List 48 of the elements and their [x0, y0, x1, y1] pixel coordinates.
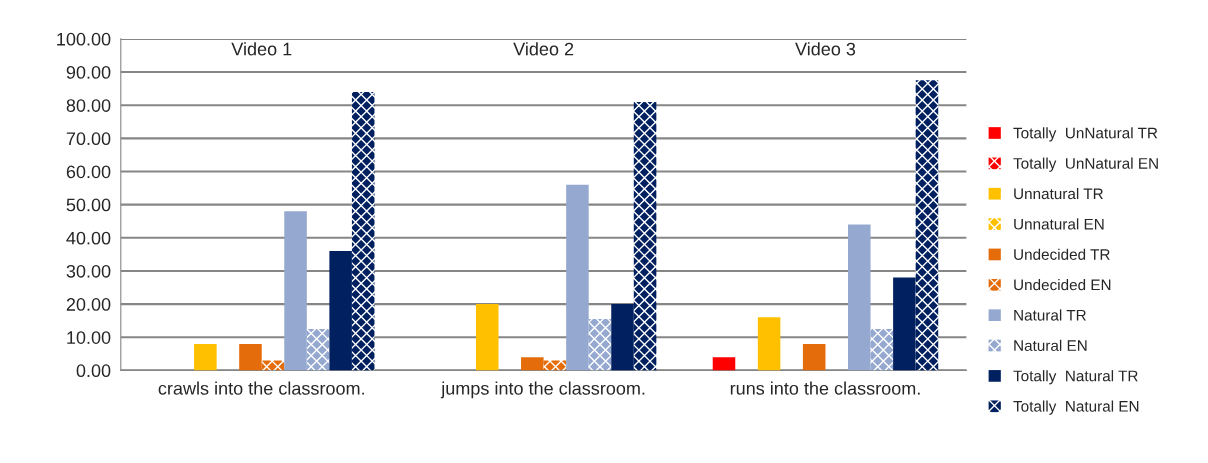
bar	[870, 328, 894, 371]
bar	[475, 304, 499, 371]
x-tick-label: jumps into the classroom.	[440, 381, 645, 399]
annotation: Video 2	[513, 42, 574, 56]
bar	[633, 101, 657, 371]
bar	[543, 360, 567, 371]
y-tick-label: 50.00	[66, 198, 111, 212]
x-tick-label: runs into the classroom.	[730, 381, 920, 395]
bar	[915, 80, 939, 371]
bar	[757, 317, 781, 371]
y-tick-label: 80.00	[66, 99, 111, 112]
annotation: Video 3	[795, 42, 856, 56]
legend-label: Totally Natural EN	[1013, 400, 1139, 415]
bar	[611, 304, 634, 371]
y-tick-label: 40.00	[66, 231, 111, 245]
bar	[566, 184, 589, 371]
bar	[329, 251, 352, 371]
legend-label: Natural TR	[1014, 309, 1086, 321]
y-tick-label: 20.00	[66, 298, 111, 311]
bar	[848, 224, 871, 371]
bar	[284, 211, 307, 371]
bar	[194, 343, 217, 371]
y-tick-label: 10.00	[67, 331, 111, 344]
bar	[306, 328, 330, 371]
y-tick-label: 90.00	[66, 65, 111, 79]
legend-label: Unnatural TR	[1014, 187, 1103, 200]
y-tick-label: 30.00	[66, 264, 111, 278]
x-tick-label: crawls into the classroom.	[158, 381, 364, 395]
bar	[239, 343, 262, 371]
y-tick-label: 60.00	[66, 165, 111, 179]
bar	[802, 343, 826, 371]
legend-label: Totally UnNatural EN	[1013, 157, 1158, 172]
legend-label: Undecided EN	[1014, 279, 1111, 291]
legend-label: Unnatural EN	[1014, 218, 1104, 230]
bar	[261, 360, 285, 371]
y-tick-label: 70.00	[66, 132, 111, 146]
bar	[351, 91, 375, 371]
y-tick-label: 0.00	[76, 364, 111, 378]
bar	[712, 357, 736, 371]
legend-label: Totally Natural TR	[1013, 370, 1138, 385]
bar	[893, 277, 916, 371]
bar	[588, 319, 612, 371]
legend-label: Natural EN	[1014, 339, 1087, 351]
legend-label: Undecided TR	[1014, 248, 1110, 260]
legend-label: Totally UnNatural TR	[1013, 127, 1158, 142]
bar	[521, 357, 544, 371]
annotation: Video 1	[231, 42, 292, 56]
y-tick-label: 100.00	[57, 32, 111, 46]
